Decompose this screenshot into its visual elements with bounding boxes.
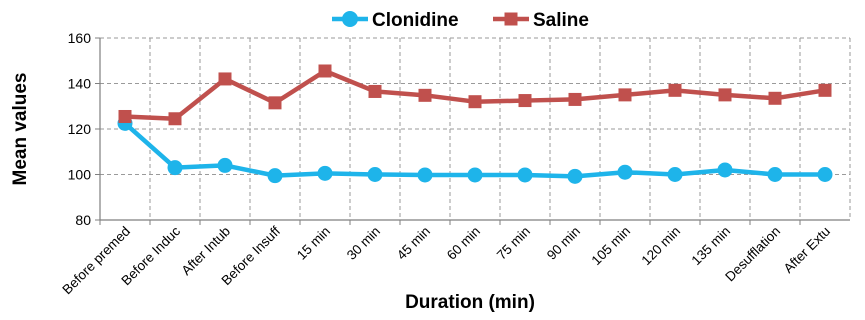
- data-point-clonidine: [617, 164, 633, 180]
- data-point-saline: [268, 96, 282, 110]
- data-point-saline: [168, 112, 182, 126]
- data-point-clonidine: [367, 167, 383, 182]
- x-tick-label: After Extu: [781, 224, 834, 277]
- data-point-clonidine: [667, 167, 683, 182]
- data-point-saline: [118, 109, 132, 123]
- data-point-saline: [318, 64, 332, 78]
- data-point-saline: [568, 92, 582, 106]
- data-point-saline: [218, 72, 232, 86]
- data-point-saline: [618, 88, 632, 102]
- y-axis-ticks: 80 100 120 140 160: [68, 30, 100, 228]
- legend-marker-clonidine: [342, 11, 358, 27]
- x-tick-label: 120 min: [639, 224, 684, 269]
- data-point-clonidine: [817, 167, 833, 182]
- data-point-clonidine: [567, 168, 583, 184]
- data-point-clonidine: [267, 168, 283, 184]
- data-point-clonidine: [417, 167, 433, 183]
- y-tick-label: 140: [68, 76, 92, 92]
- chart-grid: [100, 37, 851, 220]
- data-point-clonidine: [717, 162, 733, 178]
- legend-marker-saline: [504, 12, 518, 26]
- y-tick-label: 160: [68, 30, 92, 46]
- legend-label-saline: Saline: [533, 10, 589, 31]
- data-point-saline: [718, 88, 732, 102]
- data-point-clonidine: [217, 157, 233, 173]
- x-tick-label: Before premed: [59, 224, 133, 298]
- data-point-clonidine: [467, 167, 483, 183]
- x-tick-label: 60 min: [444, 224, 483, 263]
- y-tick-label: 120: [68, 121, 92, 137]
- x-tick-label: 45 min: [394, 224, 433, 263]
- y-tick-label: 80: [75, 212, 91, 228]
- y-tick-label: 100: [68, 167, 92, 183]
- x-tick-label: 90 min: [544, 224, 583, 263]
- chart-series: [117, 64, 833, 184]
- data-point-saline: [668, 83, 682, 97]
- x-tick-label: 75 min: [494, 224, 533, 263]
- x-tick-label: 30 min: [344, 224, 383, 263]
- data-point-saline: [418, 88, 432, 102]
- data-point-clonidine: [317, 165, 333, 181]
- data-point-clonidine: [767, 167, 783, 182]
- chart-legend: Clonidine Saline: [332, 10, 589, 31]
- data-point-saline: [818, 83, 832, 97]
- data-point-saline: [368, 84, 382, 98]
- x-tick-label: 15 min: [294, 224, 333, 263]
- y-axis-title: Mean values: [10, 73, 31, 186]
- data-point-saline: [768, 91, 782, 105]
- x-tick-label: 135 min: [689, 224, 734, 269]
- legend-label-clonidine: Clonidine: [372, 10, 459, 31]
- data-point-saline: [518, 94, 532, 108]
- x-tick-label: 105 min: [589, 224, 634, 269]
- x-axis-title: Duration (min): [405, 292, 535, 313]
- data-point-saline: [468, 95, 482, 109]
- data-point-clonidine: [517, 167, 533, 183]
- data-point-clonidine: [167, 160, 183, 176]
